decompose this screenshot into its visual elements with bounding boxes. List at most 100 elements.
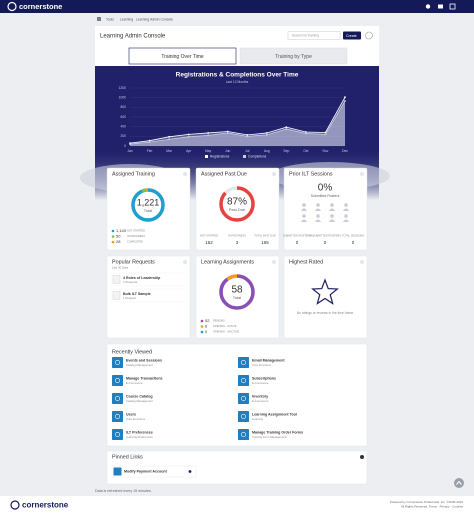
legend-value: 50 [116, 234, 121, 239]
widget-title: Assigned Past Due [201, 171, 247, 177]
cart-icon[interactable] [438, 4, 443, 9]
section-title: Pinned Links [112, 454, 143, 460]
pin-icon[interactable] [188, 470, 192, 473]
tab[interactable] [128, 47, 237, 65]
breadcrumb-item: Tools [106, 17, 114, 21]
recent-title: Email Management [252, 358, 285, 362]
search-box[interactable] [287, 31, 341, 40]
collapse-button[interactable] [183, 260, 187, 264]
recent-item[interactable] [238, 410, 360, 424]
pinned-link[interactable] [111, 465, 197, 478]
big-percent: 0% [318, 183, 333, 194]
legend-dot [111, 235, 115, 238]
collapse-button[interactable] [272, 260, 276, 264]
donut-segment [219, 274, 255, 310]
collapse-button[interactable] [272, 172, 276, 176]
point [148, 139, 151, 142]
recent-icon [238, 393, 249, 404]
request-row[interactable] [110, 272, 187, 287]
search-placeholder: Search for training [292, 34, 319, 38]
legend-dot [111, 229, 115, 233]
legend-label: Registrations [210, 155, 230, 159]
recent-icon [112, 393, 123, 404]
stat-value: 0 [352, 240, 355, 245]
x-tick-label: Apr [186, 149, 192, 153]
recent-icon-glyph [241, 431, 247, 437]
recent-icon-glyph [115, 377, 121, 383]
y-tick-label: 400 [120, 125, 126, 129]
stat-value: 3 [236, 240, 239, 245]
settings-button[interactable] [365, 31, 373, 40]
recent-item[interactable] [112, 410, 234, 424]
point [305, 132, 307, 135]
recent-item[interactable] [238, 374, 360, 388]
point [226, 132, 229, 134]
menu-icon[interactable] [449, 3, 456, 10]
person-body [301, 208, 307, 211]
point [305, 131, 307, 133]
person-head [316, 214, 320, 218]
chart-title: Registrations & Completions Over Time [176, 72, 299, 79]
donut-segment [131, 188, 165, 222]
x-tick-label: Feb [147, 149, 153, 153]
recent-icon [238, 357, 249, 368]
breadcrumb-item: Learning Admin Console [136, 17, 173, 21]
recent-item[interactable] [112, 374, 234, 388]
stat-label: NOT STARTED [200, 234, 218, 238]
recent-subtitle: Learning [252, 417, 263, 421]
person-body [343, 208, 349, 211]
stat-label: IN PROGRESS [228, 234, 246, 238]
collapse-button[interactable] [183, 172, 187, 176]
scroll-top-button[interactable] [454, 478, 464, 488]
footer [0, 496, 474, 515]
recent-icon-glyph [115, 431, 121, 437]
x-tick-label: Sep [283, 149, 289, 153]
legend-value: 28 [116, 239, 121, 244]
recent-subtitle: E-Commerce [252, 381, 269, 385]
profile-icon[interactable] [425, 4, 431, 9]
person-head [316, 203, 320, 207]
breadcrumb-item: Learning [120, 17, 133, 21]
point [187, 135, 190, 138]
point [168, 138, 170, 141]
recent-item[interactable] [112, 392, 234, 406]
point [148, 141, 151, 144]
tab[interactable] [239, 47, 348, 65]
person-head [330, 214, 334, 218]
collapse-button[interactable] [360, 260, 364, 264]
point [285, 128, 288, 130]
recent-item[interactable] [238, 392, 360, 406]
request-row[interactable] [110, 288, 187, 303]
recent-item[interactable] [238, 356, 360, 370]
legend-label: PENDING [213, 319, 225, 323]
point [265, 132, 268, 134]
recent-item[interactable] [238, 428, 360, 442]
tab-label: Training Over Time [161, 54, 204, 60]
person-body [315, 219, 321, 222]
footer-text: Powered by Cornerstone OnDemand, Inc. ©2… [390, 500, 464, 504]
person-body [343, 219, 349, 222]
recent-icon-glyph [115, 395, 121, 401]
legend-label: OPENING - INACTIVE [213, 330, 239, 334]
person-body [329, 219, 335, 222]
legend-label: IN PROGRESS [127, 234, 145, 238]
recent-item[interactable] [112, 356, 234, 370]
card [283, 255, 368, 339]
recent-icon [238, 375, 249, 386]
legend-dot [200, 319, 204, 323]
footer-logo: cornerstone [22, 501, 69, 510]
person-body [329, 208, 335, 211]
point [187, 133, 190, 136]
collapse-button[interactable] [360, 172, 364, 176]
recent-icon [112, 411, 123, 422]
point [324, 133, 327, 136]
donut-caption: Total [233, 295, 242, 300]
request-count: 2 Requests [123, 280, 138, 284]
legend-label: COMPLETED [127, 240, 143, 244]
create-button[interactable] [343, 31, 361, 40]
recent-title: ILT Preferences [126, 430, 153, 434]
y-tick-label: 600 [120, 115, 126, 119]
recent-item[interactable] [112, 428, 234, 442]
